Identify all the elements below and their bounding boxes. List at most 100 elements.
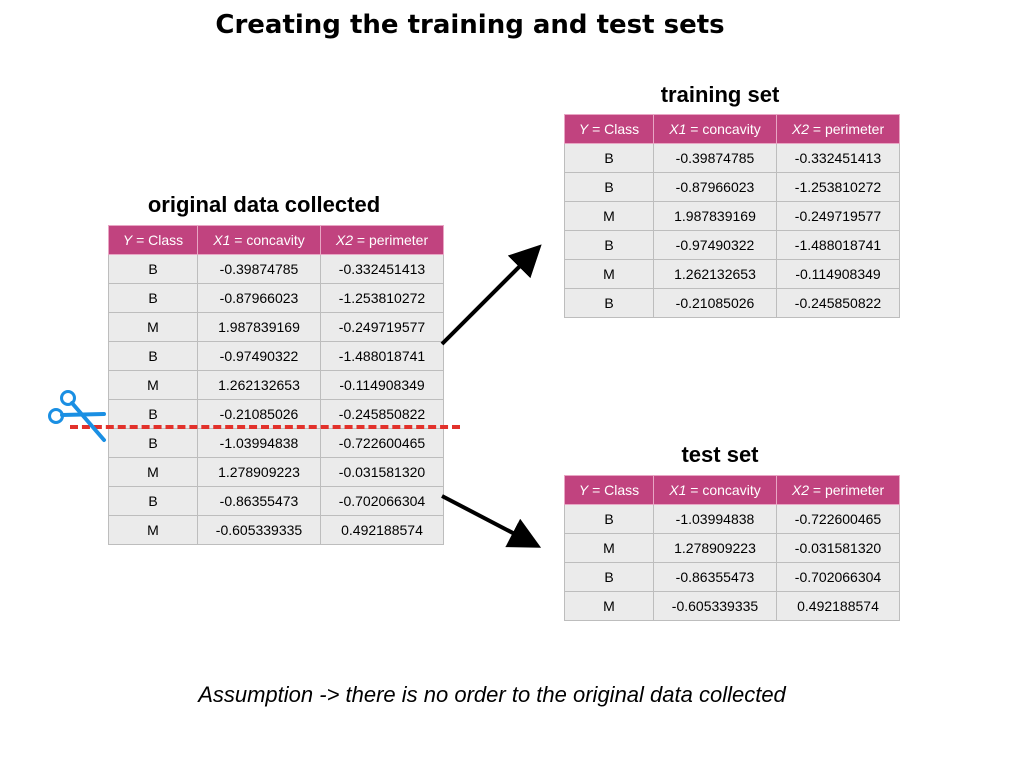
cell-perimeter: -0.031581320 (320, 457, 444, 487)
col-header-x2: X2 = perimeter (776, 475, 900, 505)
cell-class: B (564, 172, 654, 202)
cell-perimeter: -0.245850822 (776, 288, 900, 318)
cell-concavity: 1.987839169 (653, 201, 777, 231)
col-header-x1: X1 = concavity (197, 225, 321, 255)
cell-class: B (108, 283, 198, 313)
cell-perimeter: -0.031581320 (776, 533, 900, 563)
table-row: B -0.87966023 -1.253810272 (108, 283, 444, 313)
col-header-y: Y = Class (564, 114, 654, 144)
original-table: Y = Class X1 = concavity X2 = perimeter … (108, 225, 444, 545)
training-table: Y = Class X1 = concavity X2 = perimeter … (564, 114, 900, 318)
cell-concavity: 1.987839169 (197, 312, 321, 342)
cell-concavity: -0.39874785 (197, 254, 321, 284)
table-row: B -0.21085026 -0.245850822 (108, 399, 444, 429)
cell-concavity: -0.39874785 (653, 143, 777, 173)
scissors-icon (48, 390, 106, 442)
cell-concavity: -0.87966023 (197, 283, 321, 313)
cell-perimeter: -1.253810272 (776, 172, 900, 202)
col-header-x1: X1 = concavity (653, 114, 777, 144)
cell-perimeter: -0.332451413 (776, 143, 900, 173)
cell-perimeter: -0.722600465 (776, 504, 900, 534)
test-table: Y = Class X1 = concavity X2 = perimeter … (564, 475, 900, 621)
table-row: M 1.987839169 -0.249719577 (108, 312, 444, 342)
split-cut-line (70, 425, 460, 429)
cell-perimeter: -0.114908349 (320, 370, 444, 400)
training-heading: training set (660, 82, 780, 107)
cell-class: M (564, 201, 654, 231)
cell-perimeter: -0.249719577 (320, 312, 444, 342)
cell-concavity: -0.97490322 (197, 341, 321, 371)
cell-concavity: -1.03994838 (653, 504, 777, 534)
table-row: B -0.39874785 -0.332451413 (108, 254, 444, 284)
cell-perimeter: -1.253810272 (320, 283, 444, 313)
cell-concavity: -0.21085026 (653, 288, 777, 318)
col-header-x1: X1 = concavity (653, 475, 777, 505)
cell-class: B (108, 399, 198, 429)
assumption-note: Assumption -> there is no order to the o… (198, 682, 786, 707)
cell-perimeter: -1.488018741 (320, 341, 444, 371)
cell-perimeter: 0.492188574 (320, 515, 444, 545)
cell-concavity: -0.86355473 (653, 562, 777, 592)
table-row: B -0.87966023 -1.253810272 (564, 172, 900, 202)
table-row: B -0.39874785 -0.332451413 (564, 143, 900, 173)
cell-class: B (108, 428, 198, 458)
slide-title: Creating the training and test sets (215, 10, 725, 40)
cell-perimeter: -0.702066304 (776, 562, 900, 592)
table-row: M 1.987839169 -0.249719577 (564, 201, 900, 231)
cell-perimeter: -0.332451413 (320, 254, 444, 284)
cell-class: B (564, 143, 654, 173)
cell-concavity: -0.87966023 (653, 172, 777, 202)
table-row: B -0.97490322 -1.488018741 (108, 341, 444, 371)
arrow-to-test (441, 494, 542, 548)
header-row: Y = Class X1 = concavity X2 = perimeter (108, 225, 444, 255)
cell-class: M (108, 515, 198, 545)
cell-perimeter: -0.245850822 (320, 399, 444, 429)
test-heading: test set (681, 442, 759, 467)
table-row: B -1.03994838 -0.722600465 (108, 428, 444, 458)
table-row: M 1.278909223 -0.031581320 (108, 457, 444, 487)
header-row: Y = Class X1 = concavity X2 = perimeter (564, 114, 900, 144)
cell-perimeter: -0.249719577 (776, 201, 900, 231)
cell-class: M (564, 259, 654, 289)
table-row: B -0.21085026 -0.245850822 (564, 288, 900, 318)
col-header-y: Y = Class (108, 225, 198, 255)
cell-perimeter: -1.488018741 (776, 230, 900, 260)
table-row: B -1.03994838 -0.722600465 (564, 504, 900, 534)
cell-concavity: 1.278909223 (197, 457, 321, 487)
table-row: M 1.278909223 -0.031581320 (564, 533, 900, 563)
cell-class: B (564, 288, 654, 318)
cell-concavity: -0.21085026 (197, 399, 321, 429)
col-header-x2: X2 = perimeter (776, 114, 900, 144)
cell-perimeter: -0.114908349 (776, 259, 900, 289)
arrow-to-training (440, 244, 542, 346)
original-heading: original data collected (147, 192, 381, 217)
cell-concavity: 1.278909223 (653, 533, 777, 563)
cell-perimeter: 0.492188574 (776, 591, 900, 621)
table-row: B -0.97490322 -1.488018741 (564, 230, 900, 260)
cell-class: M (564, 591, 654, 621)
cell-concavity: -0.605339335 (197, 515, 321, 545)
table-row: B -0.86355473 -0.702066304 (564, 562, 900, 592)
cell-class: B (564, 562, 654, 592)
cell-class: M (564, 533, 654, 563)
cell-perimeter: -0.702066304 (320, 486, 444, 516)
cell-concavity: 1.262132653 (653, 259, 777, 289)
header-row: Y = Class X1 = concavity X2 = perimeter (564, 475, 900, 505)
col-header-y: Y = Class (564, 475, 654, 505)
table-row: M -0.605339335 0.492188574 (108, 515, 444, 545)
cell-concavity: -1.03994838 (197, 428, 321, 458)
cell-concavity: 1.262132653 (197, 370, 321, 400)
cell-concavity: -0.605339335 (653, 591, 777, 621)
cell-class: B (564, 504, 654, 534)
cell-class: B (108, 341, 198, 371)
table-row: M 1.262132653 -0.114908349 (108, 370, 444, 400)
col-header-x2: X2 = perimeter (320, 225, 444, 255)
cell-class: B (108, 254, 198, 284)
table-row: M -0.605339335 0.492188574 (564, 591, 900, 621)
table-row: M 1.262132653 -0.114908349 (564, 259, 900, 289)
cell-class: B (564, 230, 654, 260)
cell-class: M (108, 370, 198, 400)
cell-perimeter: -0.722600465 (320, 428, 444, 458)
cell-class: M (108, 457, 198, 487)
